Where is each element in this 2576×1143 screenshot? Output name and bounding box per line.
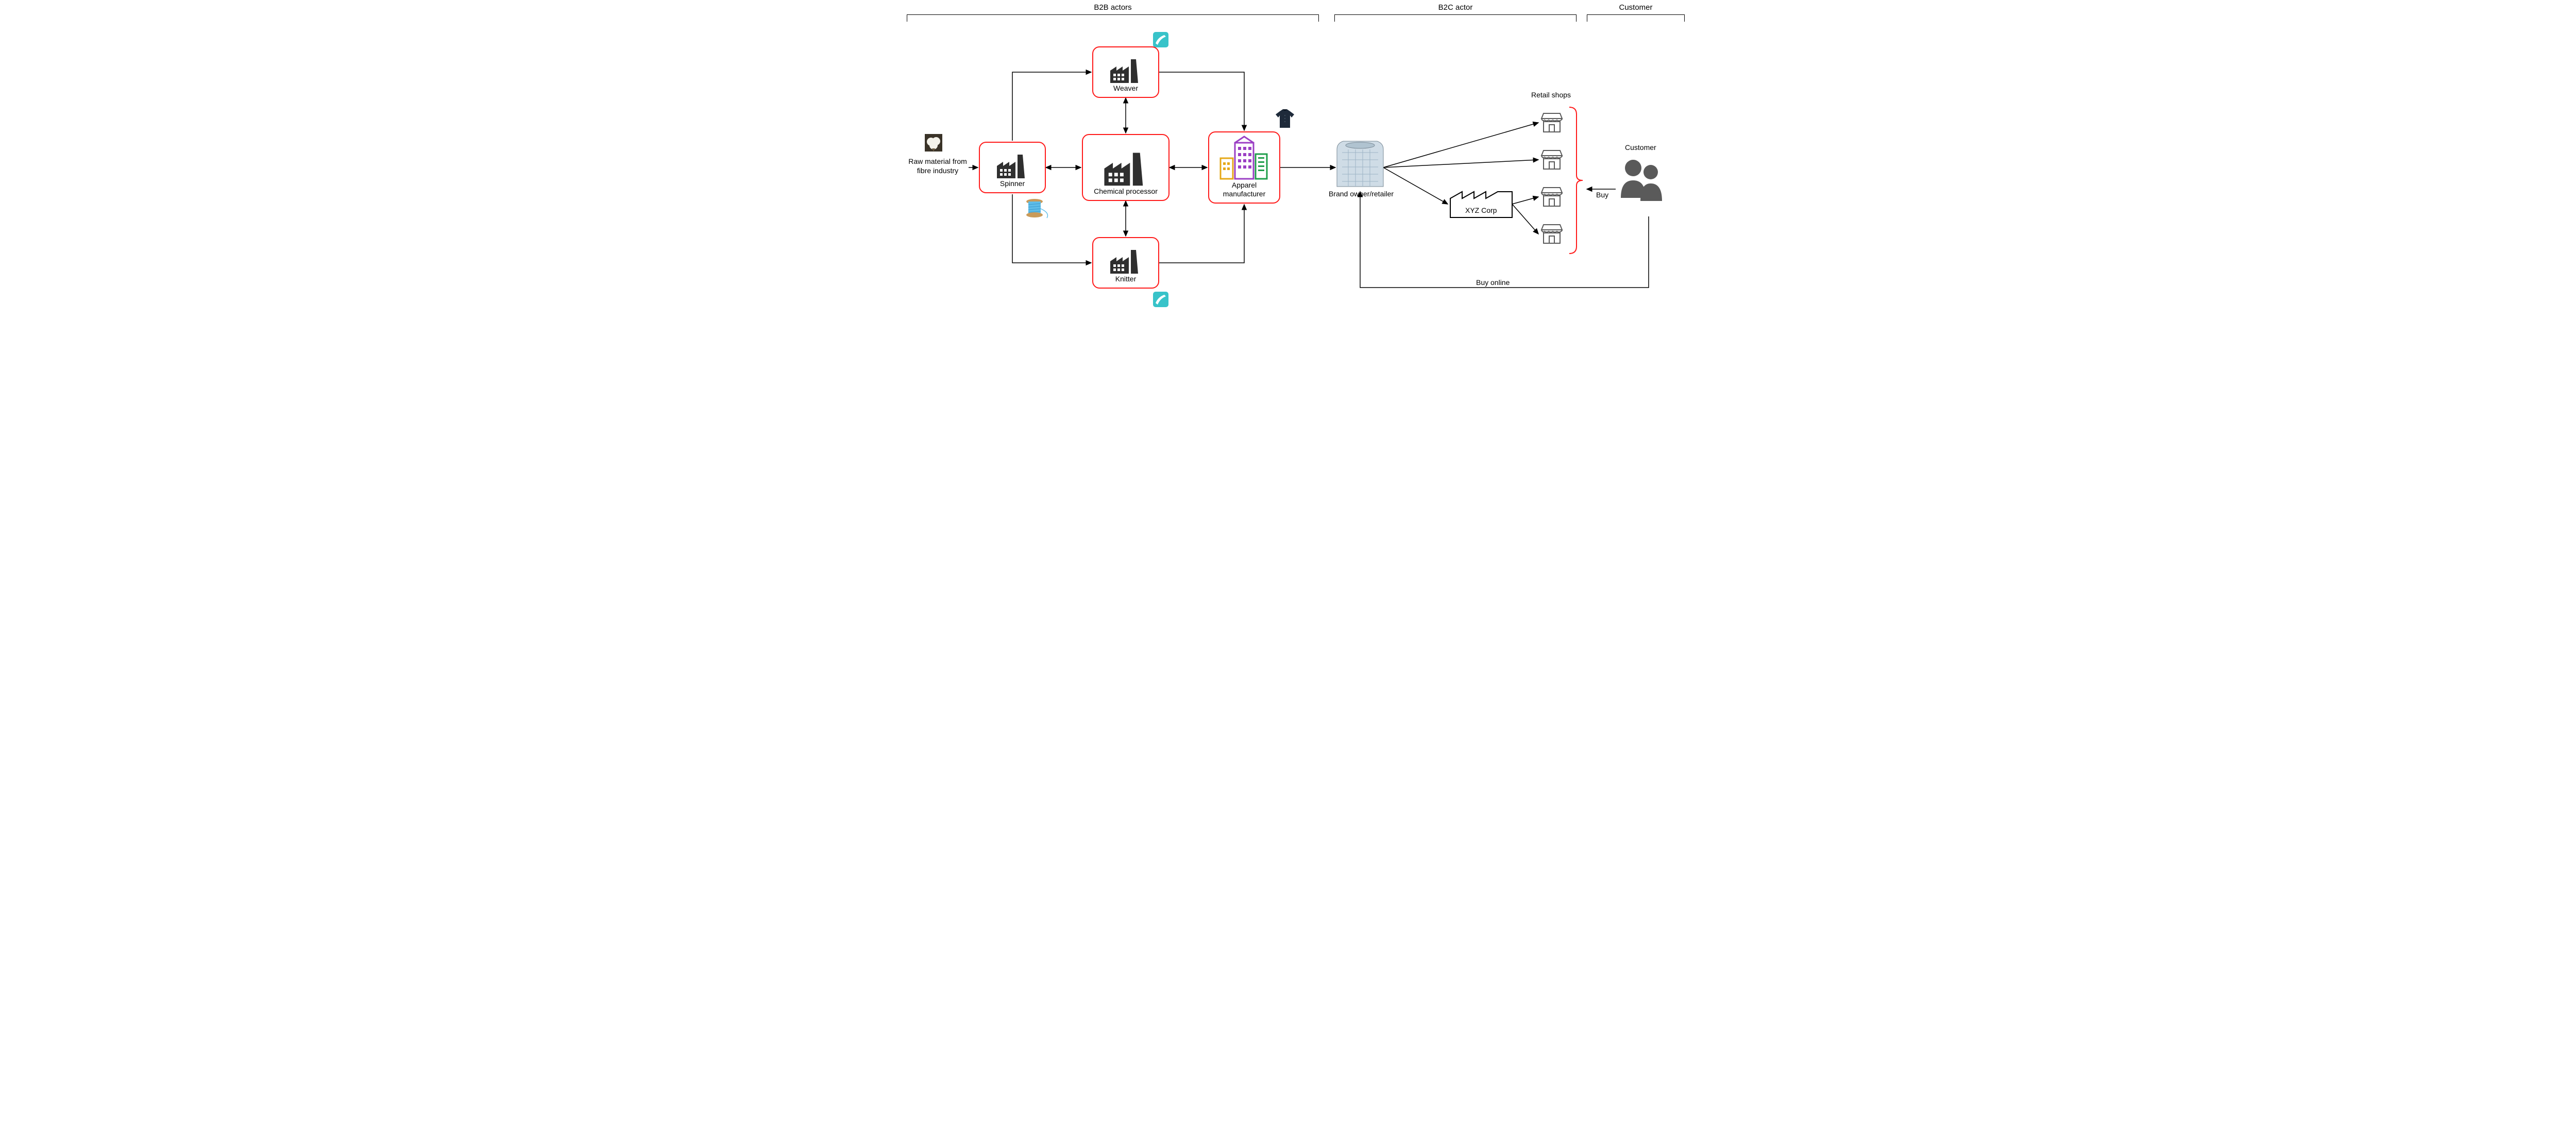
shop-icon: [1540, 149, 1563, 170]
buildings-icon: [1218, 136, 1270, 181]
customer-label: Customer: [1625, 143, 1656, 153]
node-knitter-label: Knitter: [1115, 275, 1136, 283]
node-chemical: Chemical processor: [1082, 134, 1170, 201]
node-apparel-label: Apparel manufacturer: [1213, 181, 1275, 198]
raw-material-label: Raw material from fibre industry: [907, 157, 969, 175]
section-label-b2b: B2B actors: [1094, 3, 1131, 12]
section-bracket-customer: [1587, 14, 1685, 22]
brand-owner-label: Brand owner/retailer: [1325, 190, 1397, 199]
section-label-b2c: B2C actor: [1438, 3, 1473, 12]
factory-icon: [1109, 248, 1142, 275]
factory-icon: [1109, 57, 1142, 84]
node-apparel: Apparel manufacturer: [1208, 131, 1280, 204]
shop-icon: [1540, 224, 1563, 244]
factory-icon: [996, 153, 1029, 179]
node-spinner: Spinner: [979, 142, 1046, 193]
section-bracket-b2b: [907, 14, 1319, 22]
section-label-customer: Customer: [1619, 3, 1652, 12]
factory-icon: [1103, 150, 1149, 187]
node-weaver-label: Weaver: [1113, 84, 1138, 93]
shop-icon: [1540, 187, 1563, 207]
node-weaver: Weaver: [1092, 46, 1159, 98]
retail-shops-label: Retail shops: [1531, 91, 1571, 100]
node-knitter: Knitter: [1092, 237, 1159, 289]
diagram-canvas: B2B actors B2C actor Customer: [886, 0, 1690, 320]
node-spinner-label: Spinner: [1000, 179, 1025, 188]
section-bracket-b2c: [1334, 14, 1577, 22]
xyz-corp-label: XYZ Corp: [1465, 206, 1497, 215]
shop-icon: [1540, 112, 1563, 133]
node-chemical-label: Chemical processor: [1094, 187, 1158, 196]
buy-online-label: Buy online: [1476, 278, 1510, 288]
buy-label: Buy: [1596, 191, 1608, 200]
